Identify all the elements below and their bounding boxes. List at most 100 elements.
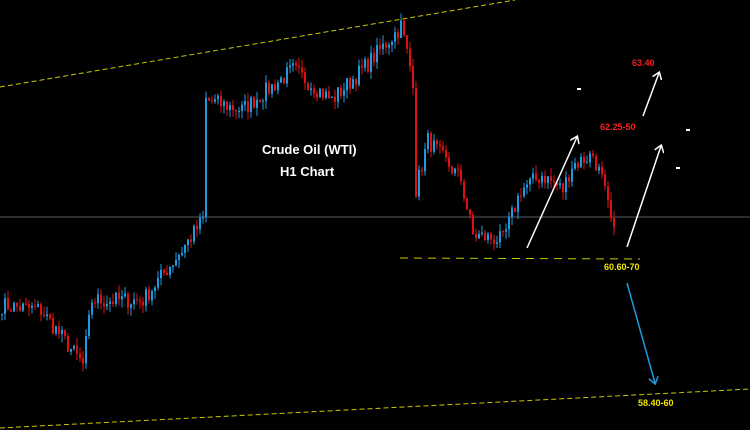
up-arrow-3 — [642, 73, 659, 117]
candle-body — [115, 292, 117, 304]
candle-body — [586, 162, 588, 164]
candle-body — [316, 93, 318, 98]
candle-body — [109, 301, 111, 304]
marker-dot — [686, 129, 690, 131]
candle-body — [406, 35, 408, 49]
candle-body — [139, 300, 141, 302]
candle-body — [514, 207, 516, 212]
candle-body — [184, 245, 186, 253]
candle-body — [517, 195, 519, 212]
candle-body — [331, 96, 333, 98]
candle-body — [25, 303, 27, 305]
candle-body — [403, 20, 405, 36]
candle-body — [535, 173, 537, 180]
label-60-60-70: 60.60-70 — [604, 262, 640, 272]
candle-body — [259, 99, 261, 102]
candle-body — [7, 298, 9, 310]
upper-channel-line — [0, 0, 516, 88]
candle-body — [289, 65, 291, 68]
candle-body — [448, 157, 450, 167]
candle-body — [205, 97, 207, 218]
candle-body — [358, 65, 360, 85]
label-62-25-50: 62.25-50 — [600, 122, 636, 132]
candle-body — [229, 105, 231, 111]
candle-body — [235, 110, 237, 112]
candle-body — [400, 20, 402, 38]
candle-body — [481, 232, 483, 235]
candle-body — [166, 272, 168, 276]
candle-body — [541, 175, 543, 183]
candle-body — [148, 289, 150, 301]
candle-body — [370, 53, 372, 72]
label-63-40: 63.40 — [632, 58, 655, 68]
candle-body — [136, 299, 138, 301]
chart-subtitle: H1 Chart — [280, 164, 335, 179]
lower-channel-line — [0, 388, 750, 429]
candle-body — [241, 104, 243, 111]
candle-body — [97, 294, 99, 304]
candle-body — [547, 176, 549, 183]
candle-body — [442, 145, 444, 151]
candle-body — [343, 90, 345, 96]
candle-body — [121, 296, 123, 300]
up-arrow-2 — [626, 146, 661, 248]
candle-body — [238, 110, 240, 112]
candle-body — [337, 87, 339, 102]
candle-body — [457, 168, 459, 170]
candle-body — [376, 45, 378, 63]
candle-body — [262, 100, 264, 102]
candle-body — [172, 265, 174, 268]
candle-body — [580, 156, 582, 168]
candle-body — [202, 217, 204, 219]
candle-body — [595, 155, 597, 171]
candle-body — [409, 48, 411, 67]
candle-body — [181, 252, 183, 256]
candle-body — [313, 88, 315, 94]
candle-body — [100, 294, 102, 304]
candle-body — [226, 101, 228, 111]
candle-body — [589, 153, 591, 163]
candle-body — [214, 99, 216, 102]
candle-body — [250, 97, 252, 113]
candle-body — [385, 43, 387, 48]
candle-body — [28, 303, 30, 308]
candle-body — [490, 233, 492, 240]
candle-body — [499, 231, 501, 243]
candle-body — [613, 218, 615, 228]
candle-body — [430, 133, 432, 152]
candle-body — [91, 302, 93, 315]
candle-body — [397, 32, 399, 38]
candle-body — [55, 326, 57, 334]
candle-body — [70, 348, 72, 352]
candle-body — [598, 166, 600, 171]
candle-body — [571, 168, 573, 182]
candle-body — [451, 166, 453, 174]
candle-body — [475, 234, 477, 239]
candle-body — [193, 225, 195, 242]
candle-body — [307, 83, 309, 91]
candle-body — [154, 287, 156, 292]
candle-body — [1, 313, 3, 315]
candle-body — [544, 175, 546, 183]
candle-body — [280, 77, 282, 83]
candle-body — [274, 84, 276, 91]
candle-body — [604, 174, 606, 187]
candle-body — [34, 305, 36, 307]
candle-body — [427, 133, 429, 150]
candle-body — [508, 216, 510, 230]
candle-body — [532, 173, 534, 179]
candle-body — [382, 43, 384, 49]
candle-body — [559, 183, 561, 186]
candle-body — [271, 84, 273, 94]
candle-body — [46, 314, 48, 317]
candle-body — [391, 41, 393, 45]
candle-body — [244, 100, 246, 105]
candle-body — [127, 293, 129, 309]
candle-body — [505, 229, 507, 232]
candle-body — [220, 95, 222, 106]
candle-body — [538, 179, 540, 183]
candle-body — [574, 162, 576, 169]
candle-body — [133, 299, 135, 305]
